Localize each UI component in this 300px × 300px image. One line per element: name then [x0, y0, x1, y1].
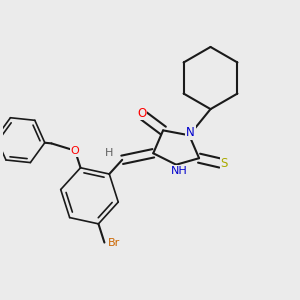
- Text: N: N: [186, 126, 195, 139]
- Text: H: H: [105, 148, 113, 158]
- Text: S: S: [220, 157, 228, 169]
- Text: O: O: [71, 146, 80, 156]
- Text: NH: NH: [170, 166, 187, 176]
- Text: O: O: [137, 106, 146, 119]
- Text: Br: Br: [108, 238, 120, 248]
